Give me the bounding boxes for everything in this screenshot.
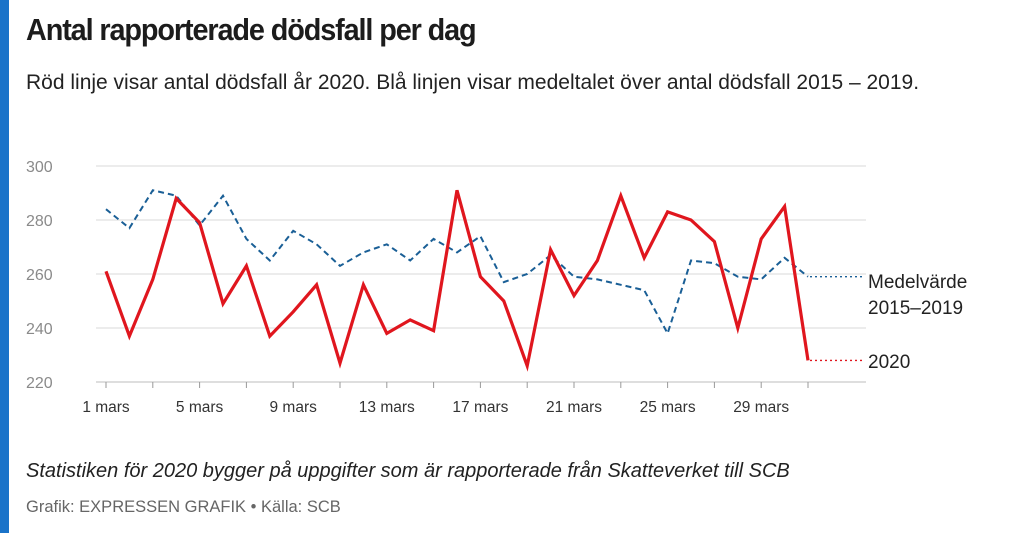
x-tick-label-25: 25 mars bbox=[640, 399, 696, 416]
series-line-medelvarde bbox=[105, 189, 809, 336]
x-tick-label-1: 1 mars bbox=[82, 399, 130, 416]
x-tick-label-29: 29 mars bbox=[733, 399, 789, 416]
chart-subtitle: Röd linje visar antal dödsfall år 2020. … bbox=[26, 71, 920, 94]
y-tick-label-280: 280 bbox=[26, 213, 53, 230]
series-label-medelvarde-line2: 2015–2019 bbox=[868, 298, 963, 319]
series-line-2020 bbox=[104, 189, 810, 372]
x-tick-label-5: 5 mars bbox=[176, 399, 224, 416]
chart-title: Antal rapporterade dödsfall per dag bbox=[26, 12, 477, 47]
y-tick-label-260: 260 bbox=[26, 267, 53, 284]
chart-caption: Statistiken för 2020 bygger på uppgifter… bbox=[26, 460, 790, 482]
chart-credit: Grafik: EXPRESSEN GRAFIK • Källa: SCB bbox=[26, 498, 341, 516]
x-tick-label-9: 9 mars bbox=[270, 399, 318, 416]
y-tick-label-220: 220 bbox=[26, 375, 53, 392]
accent-bar bbox=[0, 0, 9, 533]
x-tick-label-17: 17 mars bbox=[452, 399, 508, 416]
x-tick-label-13: 13 mars bbox=[359, 399, 415, 416]
x-tick-label-21: 21 mars bbox=[546, 399, 602, 416]
y-tick-label-300: 300 bbox=[26, 159, 53, 176]
series-label-medelvarde-line1: Medelvärde bbox=[868, 272, 967, 293]
y-tick-label-240: 240 bbox=[26, 321, 53, 338]
series-label-2020: 2020 bbox=[868, 352, 910, 373]
